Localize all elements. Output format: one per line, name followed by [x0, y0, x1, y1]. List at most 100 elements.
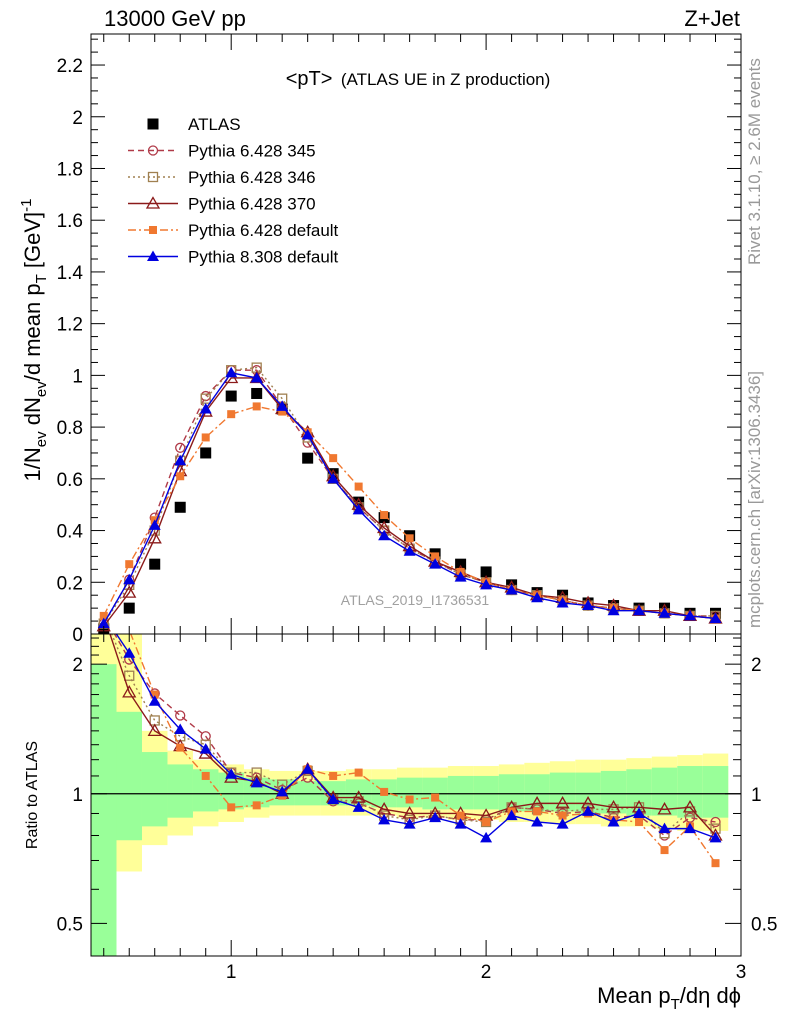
ratio-point	[354, 768, 363, 777]
ratio-frame	[90, 633, 742, 957]
data-point	[99, 611, 108, 620]
data-point	[353, 496, 365, 508]
data-point	[352, 503, 365, 515]
ratio-point	[174, 723, 187, 735]
data-point	[175, 442, 186, 453]
data-point	[582, 599, 595, 611]
legend-marker	[145, 196, 161, 209]
data-point	[329, 454, 338, 463]
band-bin	[702, 766, 729, 818]
ratio-point	[380, 787, 389, 796]
ratio-point	[352, 801, 365, 812]
data-point	[176, 472, 185, 481]
legend: ATLAS Pythia 6.428 345 Pythia 6.428 346 Pyt…	[128, 115, 339, 267]
ratio-point	[480, 816, 492, 828]
data-point	[531, 591, 544, 603]
x-tick-label: 3	[736, 962, 747, 983]
ratio-point	[150, 690, 159, 699]
data-point	[354, 482, 363, 491]
mcplots-label: mcplots.cern.ch [arXiv:1306.3436]	[745, 371, 764, 628]
ratio-y-tick-label: 0.5	[57, 914, 83, 935]
ratio-point	[556, 818, 569, 829]
ratio-point	[176, 743, 185, 752]
series-line	[103, 377, 716, 627]
y-tick-label: 0.2	[57, 573, 83, 594]
y-tick-label: 1	[72, 366, 83, 387]
ratio-point	[582, 805, 595, 816]
ratio-point	[405, 795, 414, 804]
data-point	[149, 558, 161, 570]
ratio-point	[505, 809, 518, 821]
svg-text:1/Nev dNev/d mean pT [GeV]-1: 1/Nev dNev/d mean pT [GeV]-1	[18, 199, 50, 482]
data-point	[147, 531, 162, 544]
legend-marker	[147, 171, 159, 183]
y-tick-label: 2	[72, 108, 83, 129]
data-point	[201, 433, 210, 442]
data-point	[709, 612, 722, 623]
band-bin	[498, 774, 525, 812]
ratio-point	[201, 771, 210, 780]
legend-entry: ATLAS	[147, 115, 241, 134]
data-point	[431, 552, 440, 561]
data-point	[684, 609, 697, 621]
legend-label: ATLAS	[188, 115, 241, 134]
legend-marker	[147, 118, 159, 130]
data-point	[199, 403, 212, 414]
ratio-point	[378, 813, 391, 825]
y-tick-label: 0	[72, 625, 83, 646]
data-point	[378, 529, 391, 541]
band-bin	[549, 772, 576, 812]
legend-label: Pythia 6.428 346	[188, 168, 316, 187]
y-tick-label: 1.4	[57, 263, 84, 284]
ratio-y-tick-label-right: 2	[751, 655, 762, 676]
main-panel: ATLAS_2019_I1736531 0 0.2 0.4 0.6 0.8 1 1.2 1.4…	[18, 33, 742, 646]
series-line	[103, 372, 716, 625]
legend-label: Pythia 6.428 345	[188, 142, 316, 161]
ratio-point	[403, 818, 416, 829]
data-point	[454, 571, 467, 582]
ratio-point	[533, 807, 542, 816]
ratio-point	[658, 822, 671, 834]
ratio-point	[682, 800, 698, 813]
legend-entry: Pythia 8.308 default	[128, 248, 339, 267]
legend-entry: Pythia 6.428 default	[128, 221, 339, 240]
ratio-point	[454, 818, 467, 829]
header-right: Z+Jet	[684, 6, 740, 31]
watermark: ATLAS_2019_I1736531	[341, 592, 490, 608]
band-green	[91, 664, 729, 956]
ratio-point	[633, 807, 646, 818]
data-point	[480, 566, 492, 578]
legend-marker	[149, 226, 157, 234]
data-point	[250, 371, 263, 383]
data-point	[97, 617, 110, 629]
ratio-point	[124, 670, 135, 681]
data-point	[227, 410, 236, 419]
data-point	[125, 560, 134, 569]
data-point	[607, 604, 620, 616]
band-bin	[447, 775, 474, 810]
data-point	[225, 390, 237, 402]
band-bin	[524, 774, 550, 812]
data-point	[252, 402, 261, 411]
band-bin	[141, 752, 168, 827]
ratio-point	[660, 846, 669, 855]
series-pythia-6-428-345	[98, 365, 721, 629]
series-line	[103, 366, 716, 625]
data-point	[658, 607, 671, 618]
y-tick-label: 0.6	[57, 470, 83, 491]
ratio-y-tick-label-right: 0.5	[751, 914, 777, 935]
data-point	[480, 578, 493, 590]
ratio-point	[175, 710, 186, 721]
ratio-point	[684, 822, 697, 834]
data-point	[122, 585, 137, 598]
ratio-point	[482, 817, 491, 826]
xlabel: Mean pT/dη dϕ	[597, 983, 741, 1013]
ratio-point	[456, 811, 465, 820]
legend-entry: Pythia 6.428 345	[128, 142, 316, 161]
data-point	[380, 511, 389, 520]
svg-text:Mean pT/dη dϕ: Mean pT/dη dϕ	[597, 983, 741, 1013]
band-bin	[473, 775, 499, 810]
ratio-point	[709, 831, 722, 843]
data-point	[556, 596, 569, 608]
